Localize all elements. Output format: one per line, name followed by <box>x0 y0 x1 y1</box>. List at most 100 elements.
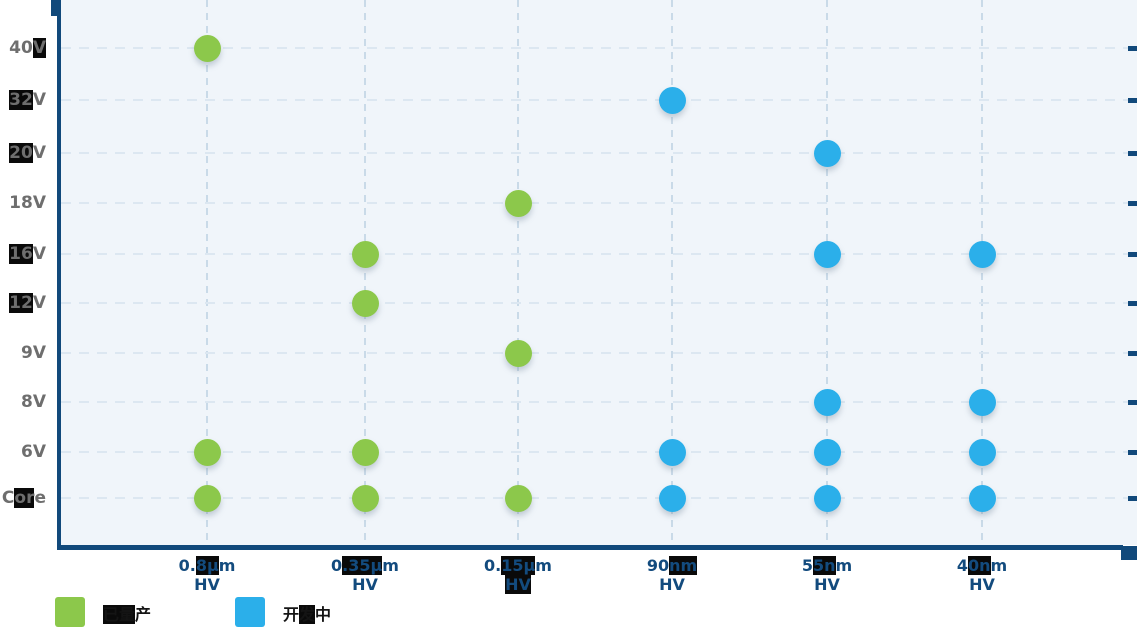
glitch-text-segment: 8µ <box>195 556 219 575</box>
text-segment: HV <box>194 575 220 594</box>
y-axis-label: 18V <box>0 193 46 213</box>
x-axis-label-node: 55nm <box>767 556 887 575</box>
y-axis-top-tick <box>51 0 59 16</box>
x-axis-label-node: 90nm <box>612 556 732 575</box>
data-point[interactable] <box>351 240 379 268</box>
legend-swatch <box>55 597 85 627</box>
data-point[interactable] <box>504 484 532 512</box>
h-gridline <box>61 352 1137 354</box>
text-segment: HV <box>814 575 840 594</box>
h-gridline <box>61 302 1137 304</box>
glitch-text-segment: 15µ <box>501 556 536 575</box>
data-point[interactable] <box>351 438 379 466</box>
text-segment: HV <box>352 575 378 594</box>
data-point[interactable] <box>193 484 221 512</box>
x-axis-label-node: 40nm <box>922 556 1042 575</box>
y-axis-label: 9V <box>0 343 46 363</box>
data-point[interactable] <box>813 438 841 466</box>
data-point[interactable] <box>968 438 996 466</box>
data-point[interactable] <box>351 289 379 317</box>
x-axis-label: 0.35µm HV <box>305 556 425 594</box>
h-gridline <box>61 202 1137 204</box>
x-axis-label: 0.15µm HV <box>458 556 578 594</box>
h-gridline <box>61 497 1137 499</box>
text-segment: 0 <box>331 556 343 575</box>
text-segment: V <box>32 293 46 313</box>
glitch-text-segment: V <box>32 38 46 58</box>
data-point[interactable] <box>968 388 996 416</box>
text-segment: 6V <box>21 442 46 462</box>
legend-item[interactable]: 已量产 <box>55 594 215 627</box>
data-point[interactable] <box>193 34 221 62</box>
h-gridline <box>61 253 1137 255</box>
text-segment: 18V <box>9 193 46 213</box>
y-axis-label: 6V <box>0 442 46 462</box>
text-segment: m <box>990 556 1008 575</box>
data-point[interactable] <box>813 484 841 512</box>
text-segment: m <box>382 556 399 575</box>
h-gridline <box>61 401 1137 403</box>
glitch-text-segment: .35µ <box>342 556 383 575</box>
text-segment: 90 <box>646 556 670 575</box>
text-segment: 0. <box>178 556 196 575</box>
x-axis-label: 40nm HV <box>922 556 1042 594</box>
data-point[interactable] <box>658 438 686 466</box>
x-axis-label-hv: HV <box>612 575 732 594</box>
data-point[interactable] <box>193 438 221 466</box>
right-axis-tick <box>1128 400 1137 405</box>
data-point[interactable] <box>813 139 841 167</box>
y-axis-label: 12V <box>0 293 46 313</box>
y-axis-label: 16V <box>0 244 46 264</box>
text-segment: 40 <box>9 38 33 58</box>
text-segment: C <box>1 488 15 508</box>
y-axis-label: 32V <box>0 90 46 110</box>
x-axis-label-hv: HV <box>767 575 887 594</box>
v-gridline <box>206 0 208 545</box>
data-point[interactable] <box>658 86 686 114</box>
glitch-text-segment: HV <box>505 575 531 594</box>
right-axis-tick <box>1128 252 1137 257</box>
glitch-text-segment: nm <box>669 556 698 575</box>
glitch-text-segment: 12 <box>9 293 33 313</box>
text-segment: 产 <box>135 605 152 624</box>
chart-legend: 已量产 开发中 <box>0 594 1137 627</box>
x-axis-end-tick <box>1121 546 1137 560</box>
text-segment: 4 <box>956 556 968 575</box>
glitch-text-segment: 5n <box>812 556 836 575</box>
glitch-text-segment: 32 <box>9 90 33 110</box>
data-point[interactable] <box>968 484 996 512</box>
right-axis-tick <box>1128 496 1137 501</box>
x-axis-label: 90nm HV <box>612 556 732 594</box>
right-axis-tick <box>1128 151 1137 156</box>
data-point[interactable] <box>813 388 841 416</box>
x-axis-label-node: 0.8µm <box>147 556 267 575</box>
data-point[interactable] <box>968 240 996 268</box>
data-point[interactable] <box>351 484 379 512</box>
text-segment: e <box>34 488 46 508</box>
glitch-text-segment: 发 <box>299 605 316 624</box>
x-axis-label-node: 0.15µm <box>458 556 578 575</box>
text-segment: m <box>835 556 853 575</box>
right-axis-tick <box>1128 301 1137 306</box>
text-segment: 5 <box>801 556 813 575</box>
y-axis-label: Core <box>0 488 46 508</box>
data-point[interactable] <box>658 484 686 512</box>
x-axis-label-hv: HV <box>305 575 425 594</box>
text-segment: 中 <box>315 605 332 624</box>
text-segment: V <box>32 244 46 264</box>
glitch-text-segment: 16 <box>9 244 33 264</box>
v-gridline <box>517 0 519 545</box>
data-point[interactable] <box>813 240 841 268</box>
data-point[interactable] <box>504 189 532 217</box>
v-gridline <box>364 0 366 545</box>
legend-item[interactable]: 开发中 <box>235 594 395 627</box>
v-gridline <box>981 0 983 545</box>
text-segment: m <box>535 556 552 575</box>
text-segment: HV <box>969 575 995 594</box>
data-point[interactable] <box>504 339 532 367</box>
h-gridline <box>61 152 1137 154</box>
